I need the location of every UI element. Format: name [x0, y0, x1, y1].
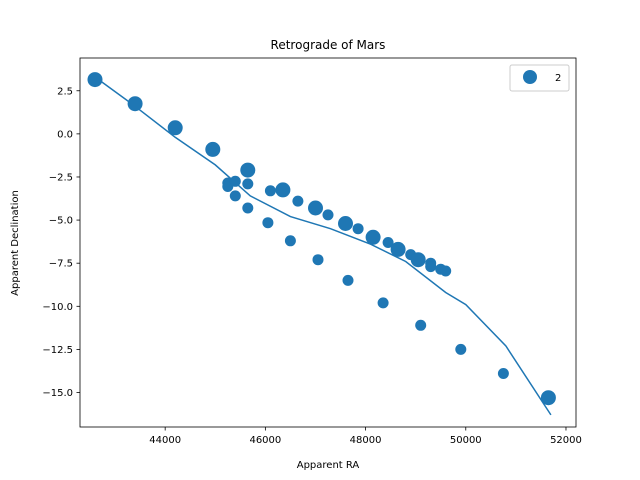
legend: 2 [509, 64, 570, 92]
data-point [284, 235, 296, 247]
data-point [342, 274, 354, 286]
legend-marker [523, 70, 537, 84]
y-tick-label: −2.5 [49, 172, 73, 183]
data-point [440, 265, 452, 277]
data-point [242, 178, 254, 190]
y-tick-label: −7.5 [49, 259, 73, 270]
y-tick-label: −12.5 [42, 345, 73, 356]
data-point [240, 162, 256, 178]
data-point [377, 297, 389, 309]
data-point [87, 72, 103, 88]
y-tick-label: −10.0 [42, 302, 73, 313]
data-point [205, 141, 221, 157]
data-point [410, 252, 426, 268]
data-point [415, 319, 427, 331]
data-point [497, 368, 509, 379]
x-axis: 44000 46000 48000 50000 52000 [149, 427, 582, 446]
data-point [264, 185, 276, 197]
data-point [127, 96, 143, 112]
data-point [229, 175, 241, 187]
plot-area [79, 57, 577, 428]
data-point [352, 223, 364, 235]
y-tick-label: −5.0 [49, 216, 73, 227]
y-axis-label: Apparent Declination [10, 190, 21, 296]
data-point [308, 200, 323, 216]
x-tick-label: 50000 [450, 435, 482, 446]
x-tick-label: 52000 [550, 435, 582, 446]
x-tick-label: 44000 [149, 435, 181, 446]
data-point [275, 182, 291, 198]
x-tick-label: 46000 [249, 435, 281, 446]
data-point [425, 261, 437, 273]
data-point [390, 241, 406, 257]
data-point [229, 190, 241, 202]
data-point [312, 254, 324, 266]
x-axis-label: Apparent RA [297, 460, 360, 471]
data-point [455, 343, 467, 355]
data-point [242, 202, 254, 214]
data-point [292, 195, 304, 207]
data-point [338, 216, 353, 231]
chart-title: Retrograde of Mars [271, 38, 386, 52]
series-line [94, 76, 552, 416]
data-point [167, 120, 183, 136]
data-point [365, 229, 381, 245]
data-point [322, 209, 334, 221]
legend-box [509, 64, 570, 92]
y-tick-label: 0.0 [57, 129, 73, 140]
data-point [262, 217, 274, 229]
y-axis: 2.5 0.0 −2.5 −5.0 −7.5 −10.0 −12.5 −15.0 [42, 86, 80, 399]
axes-frame [79, 57, 577, 428]
data-point [540, 390, 556, 406]
y-tick-label: 2.5 [57, 86, 73, 97]
x-tick-label: 48000 [350, 435, 382, 446]
data-point [382, 237, 394, 248]
legend-label: 2 [555, 73, 561, 84]
y-tick-label: −15.0 [42, 388, 73, 399]
